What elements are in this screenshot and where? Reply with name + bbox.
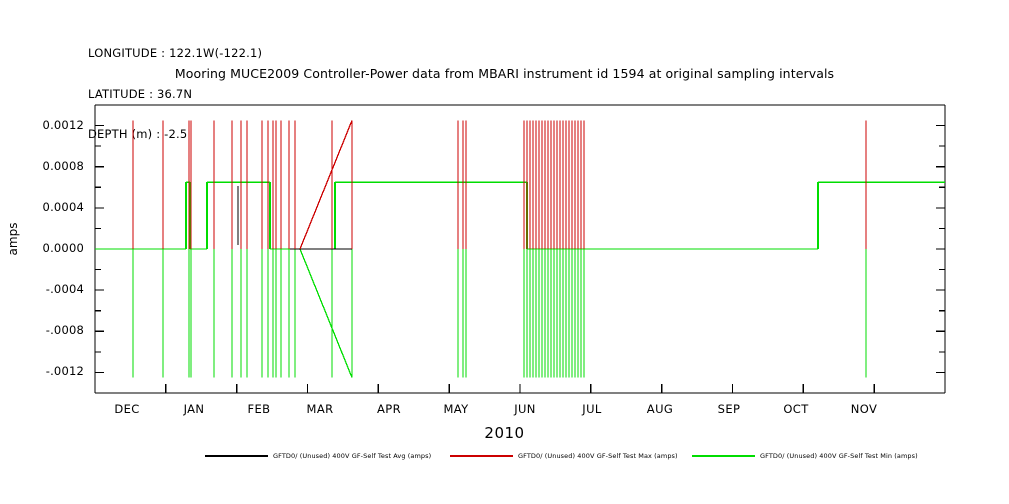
- legend-label-avg: GFTD0/ (Unused) 400V GF-Self Test Avg (a…: [273, 452, 432, 460]
- x-tick-label-mar: MAR: [306, 402, 334, 416]
- x-tick-label-jan: JAN: [183, 402, 205, 416]
- legend-label-max: GFTD0/ (Unused) 400V GF-Self Test Max (a…: [518, 452, 678, 460]
- y-tick-label: -.0008: [45, 323, 84, 337]
- series-line-avg: [190, 186, 537, 250]
- series-line-min: [95, 181, 945, 378]
- x-tick-label-jun: JUN: [514, 402, 536, 416]
- legend-label-min: GFTD0/ (Unused) 400V GF-Self Test Min (a…: [760, 452, 918, 460]
- x-tick-label-dec: DEC: [114, 402, 140, 416]
- x-tick-label-sep: SEP: [717, 402, 741, 416]
- x-tick-label-oct: OCT: [783, 402, 809, 416]
- chart-title: Mooring MUCE2009 Controller-Power data f…: [174, 66, 835, 81]
- x-tick-label-apr: APR: [377, 402, 401, 416]
- x-tick-label-aug: AUG: [646, 402, 674, 416]
- y-tick-label: -.0004: [45, 282, 84, 296]
- depth-text: DEPTH (m) : -2.5: [88, 127, 188, 141]
- y-tick-label: 0.0008: [42, 159, 84, 173]
- series-line-max: [132, 120, 867, 250]
- axis-ticks: [95, 104, 945, 394]
- y-tick-label: 0.0012: [42, 118, 84, 132]
- x-tick-label-may: MAY: [443, 402, 469, 416]
- y-tick-label: 0.0000: [42, 241, 84, 255]
- y-tick-label: -.0012: [45, 364, 84, 378]
- latitude-text: LATITUDE : 36.7N: [88, 86, 193, 101]
- x-tick-label-feb: FEB: [247, 402, 271, 416]
- x-tick-label-jul: JUL: [582, 402, 602, 416]
- longitude-text: LONGITUDE : 122.1W(-122.1): [88, 46, 263, 60]
- station-metadata: LONGITUDE : 122.1W(-122.1) LATITUDE : 36…: [88, 20, 262, 169]
- x-tick-label-nov: NOV: [850, 402, 878, 416]
- x-axis-label: 2010: [484, 424, 525, 442]
- y-tick-label: 0.0004: [42, 200, 84, 214]
